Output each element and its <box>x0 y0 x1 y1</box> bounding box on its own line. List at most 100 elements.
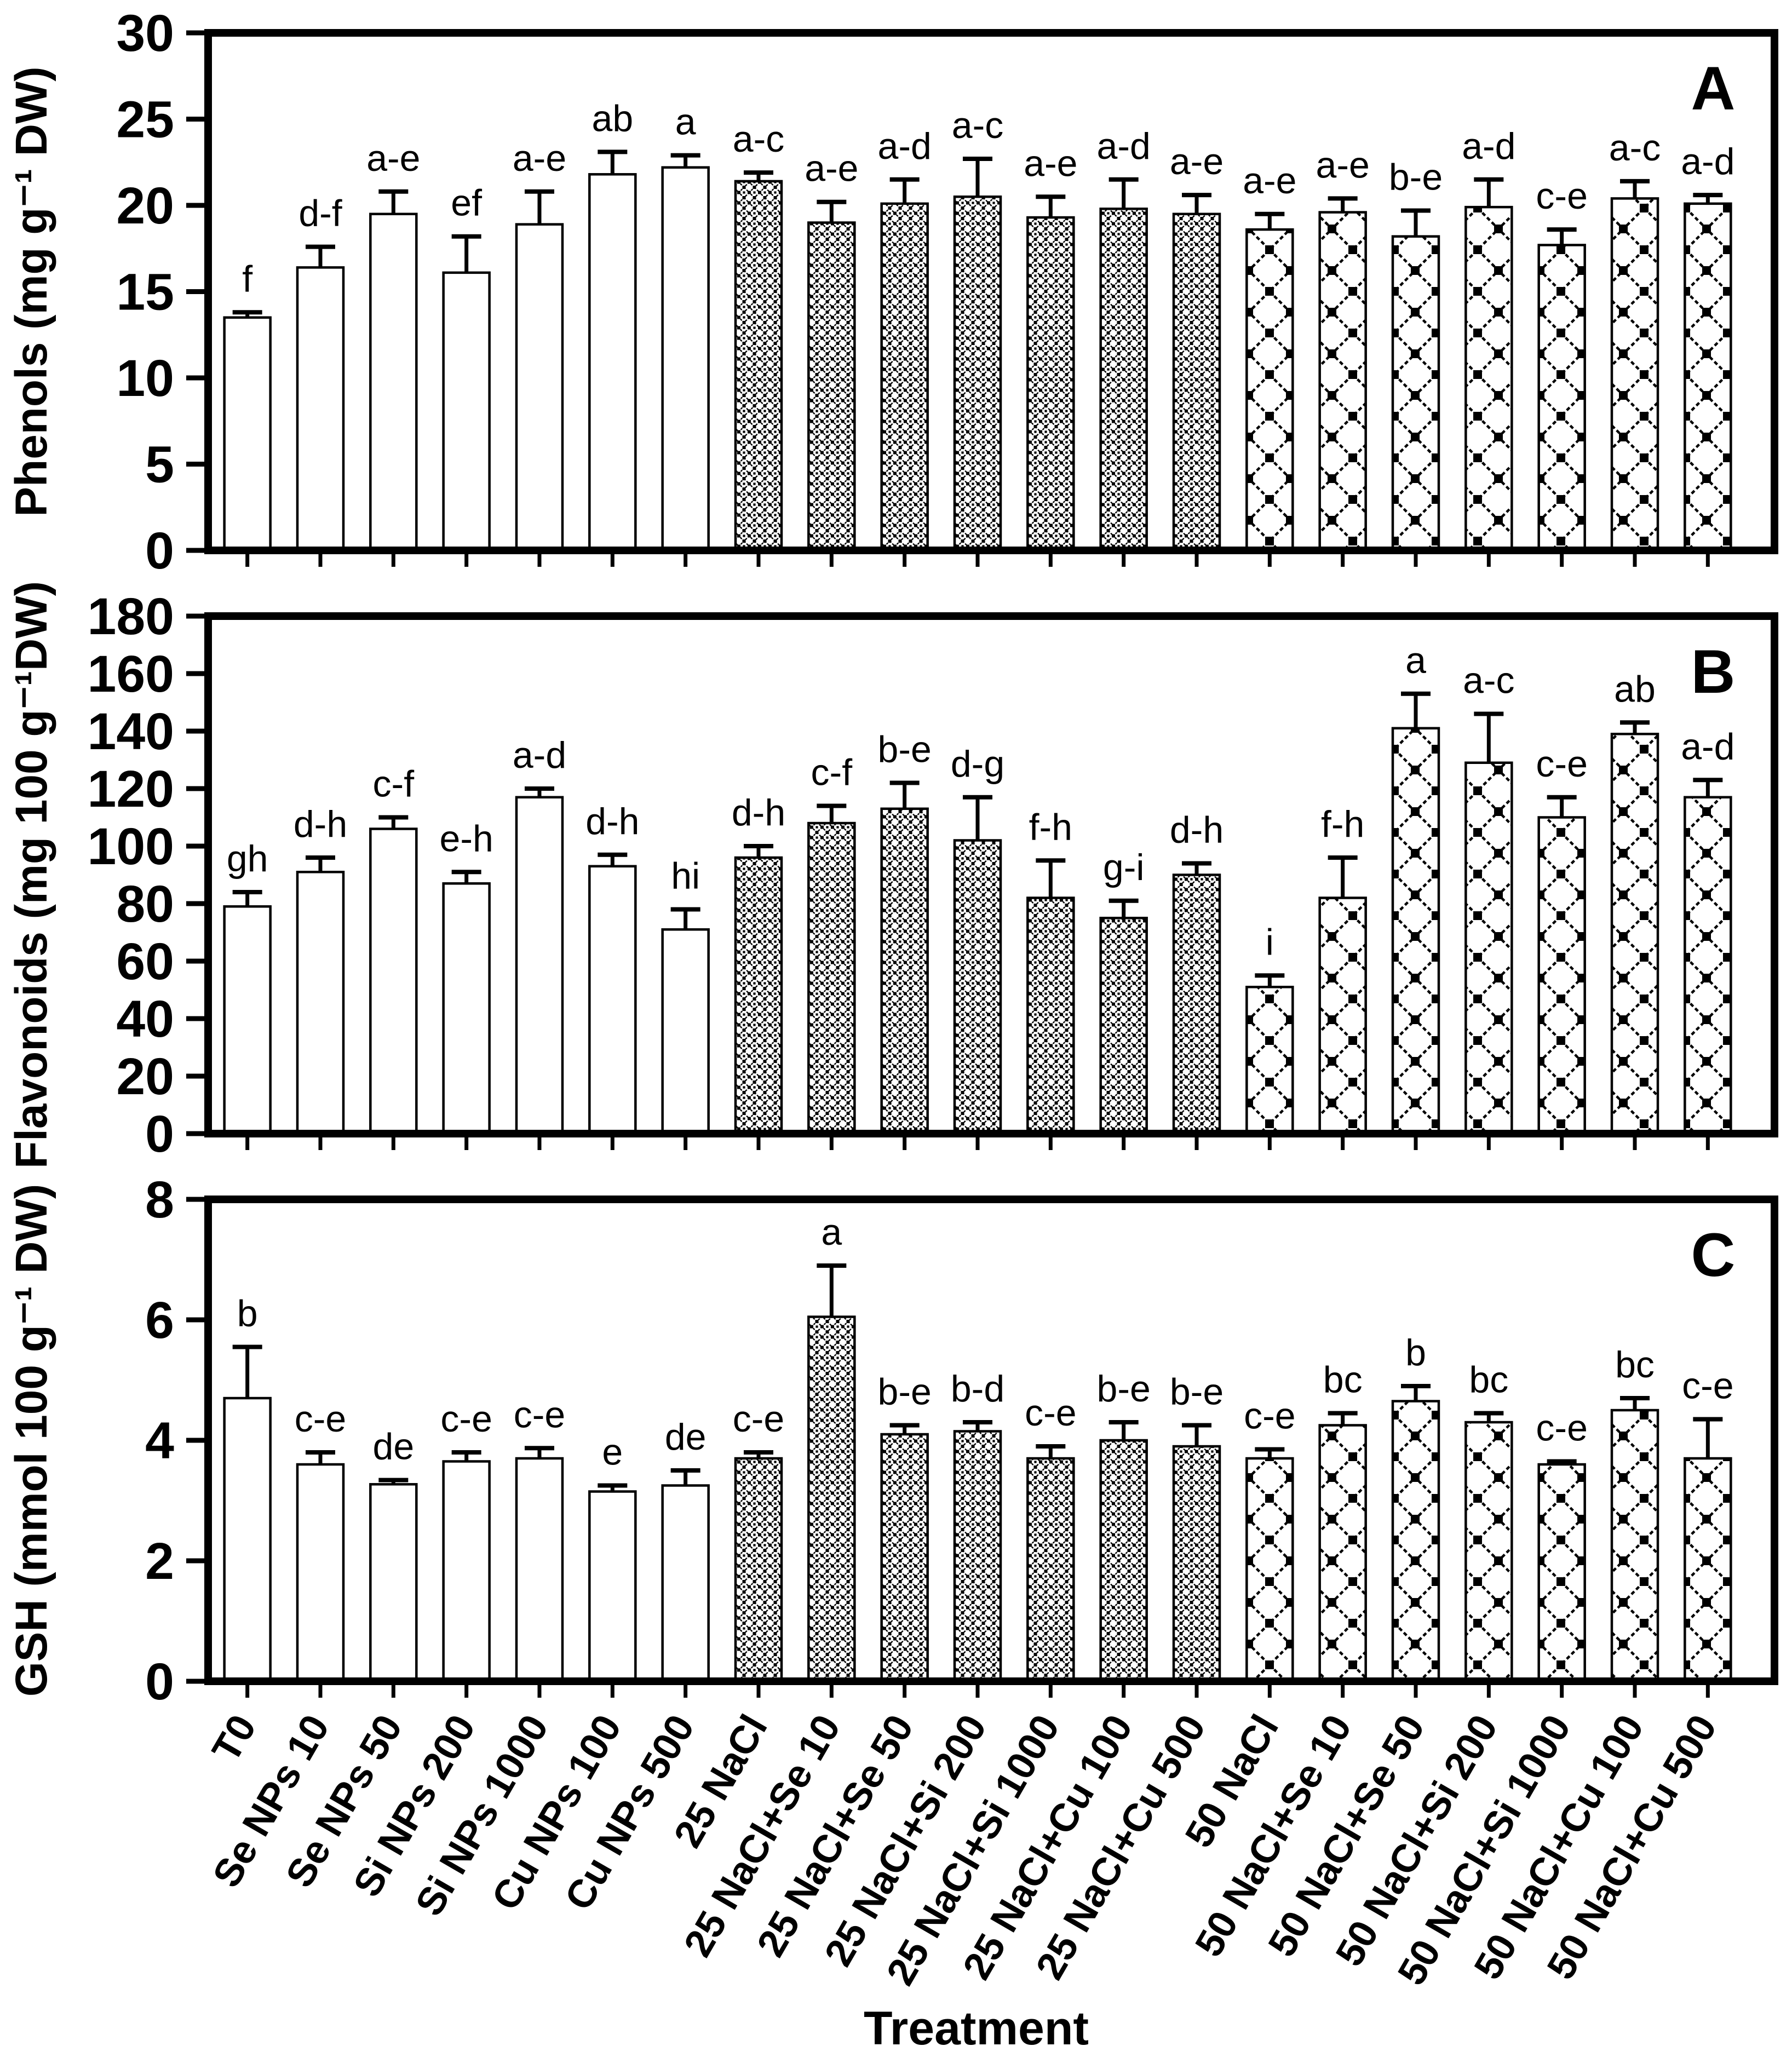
panel-B-label: B <box>1691 637 1736 706</box>
sig-letter-B-cu-nps-500: hi <box>671 855 700 897</box>
bar-C-50-nacl-cu-100 <box>1610 1409 1659 1683</box>
bar-B-25-nacl <box>734 856 783 1135</box>
sig-letter-A-si-nps-200: ef <box>451 182 482 224</box>
sig-letter-C-25-nacl-cu-100: b-e <box>1097 1368 1151 1410</box>
bar-A-50-nacl-cu-100 <box>1610 197 1659 552</box>
sig-letter-B-si-nps-200: e-h <box>440 818 493 859</box>
sig-letter-A-50-nacl-se-50: b-e <box>1389 156 1443 198</box>
sig-letter-C-25-nacl: c-e <box>733 1398 784 1440</box>
panel-A-frame <box>204 29 1778 554</box>
bar-A-si-nps-200 <box>442 271 491 552</box>
bar-B-25-nacl-si-1000 <box>1026 896 1075 1135</box>
bar-C-25-nacl-si-200 <box>953 1430 1002 1683</box>
sig-letter-B-50-nacl-se-10: f-h <box>1321 803 1364 845</box>
sig-letter-A-se-nps-10: d-f <box>298 193 342 234</box>
panel-C-ytick-label-8: 8 <box>145 1171 174 1229</box>
bar-C-25-nacl-se-50 <box>880 1433 929 1683</box>
sig-letter-C-50-nacl: c-e <box>1244 1395 1295 1437</box>
sig-letter-C-25-nacl-si-200: b-d <box>951 1368 1004 1410</box>
sig-letter-C-50-nacl-se-10: bc <box>1323 1359 1363 1401</box>
bar-C-cu-nps-500 <box>661 1484 710 1683</box>
bar-B-t0 <box>223 905 272 1135</box>
sig-letter-B-50-nacl-si-200: a-c <box>1463 660 1514 702</box>
bar-C-si-nps-200 <box>442 1460 491 1683</box>
sig-letter-A-50-nacl-se-10: a-e <box>1316 144 1370 186</box>
panel-A-label: A <box>1691 54 1736 123</box>
panel-A-ytick-label-10: 10 <box>116 349 174 407</box>
bar-B-50-nacl-si-1000 <box>1537 816 1586 1135</box>
sig-letter-C-se-nps-50: de <box>373 1426 415 1468</box>
bar-C-se-nps-50 <box>369 1483 418 1683</box>
sig-letter-C-si-nps-200: c-e <box>440 1398 492 1440</box>
sig-letter-C-50-nacl-cu-500: c-e <box>1682 1365 1733 1407</box>
panel-A-y-axis-label: Phenols (mg g⁻¹ DW) <box>7 66 56 516</box>
bar-C-50-nacl <box>1245 1457 1294 1683</box>
sig-letter-A-25-nacl-cu-100: a-d <box>1097 125 1151 167</box>
sig-letter-B-50-nacl-si-1000: c-e <box>1536 743 1587 785</box>
bar-A-se-nps-10 <box>296 266 345 552</box>
bar-C-25-nacl-cu-100 <box>1099 1439 1148 1683</box>
bar-B-25-nacl-se-50 <box>880 807 929 1135</box>
bar-B-25-nacl-cu-100 <box>1099 917 1148 1135</box>
bar-C-cu-nps-100 <box>588 1490 637 1683</box>
panel-B-ytick-label-80: 80 <box>116 875 174 933</box>
bar-C-25-nacl-se-10 <box>807 1315 856 1683</box>
bar-A-cu-nps-500 <box>661 166 710 552</box>
x-axis-title: Treatment <box>863 2002 1089 2055</box>
panel-A-ytick-label-0: 0 <box>145 522 174 580</box>
sig-letter-A-25-nacl: a-c <box>733 118 784 160</box>
bar-B-se-nps-10 <box>296 871 345 1135</box>
panel-A-ytick-label-30: 30 <box>116 4 174 62</box>
sig-letter-A-50-nacl-cu-500: a-d <box>1681 141 1734 182</box>
bar-A-cu-nps-100 <box>588 173 637 552</box>
bar-A-50-nacl-cu-500 <box>1684 202 1732 552</box>
bar-B-25-nacl-cu-500 <box>1172 873 1221 1135</box>
panel-C-ytick-label-2: 2 <box>145 1532 174 1590</box>
bar-A-25-nacl-si-200 <box>953 196 1002 552</box>
sig-letter-A-t0: f <box>242 258 252 300</box>
sig-letter-B-cu-nps-100: d-h <box>585 801 639 842</box>
panel-C-frame <box>204 1196 1778 1685</box>
sig-letter-A-25-nacl-se-50: a-d <box>878 125 932 167</box>
bar-C-t0 <box>223 1396 272 1683</box>
sig-letter-B-se-nps-10: d-h <box>294 803 347 845</box>
panel-B-ytick-label-140: 140 <box>87 703 174 761</box>
sig-letter-A-cu-nps-100: ab <box>592 97 634 139</box>
bar-B-50-nacl-si-200 <box>1464 761 1513 1135</box>
sig-letter-B-se-nps-50: c-f <box>373 763 415 805</box>
bar-C-50-nacl-se-50 <box>1391 1400 1440 1683</box>
x-tick-label-t0: T0 <box>204 1708 265 1769</box>
panel-C-ytick-label-6: 6 <box>145 1291 174 1349</box>
bar-C-50-nacl-si-200 <box>1464 1421 1513 1683</box>
bar-A-50-nacl-se-50 <box>1391 235 1440 552</box>
sig-letter-A-se-nps-50: a-e <box>366 137 420 179</box>
panel-B-ytick-label-160: 160 <box>87 645 174 703</box>
panel-B-ytick-label-20: 20 <box>116 1048 174 1106</box>
bar-B-si-nps-1000 <box>515 796 564 1135</box>
bar-B-25-nacl-si-200 <box>953 839 1002 1135</box>
sig-letter-B-t0: gh <box>227 838 268 880</box>
bar-C-se-nps-10 <box>296 1463 345 1683</box>
sig-letter-C-se-nps-10: c-e <box>295 1398 346 1440</box>
sig-letter-C-t0: b <box>237 1293 258 1335</box>
panel-B-frame <box>204 612 1778 1137</box>
sig-letter-B-si-nps-1000: a-d <box>513 734 566 776</box>
sig-letter-C-50-nacl-si-1000: c-e <box>1536 1407 1587 1449</box>
bar-B-cu-nps-100 <box>588 865 637 1135</box>
bar-C-50-nacl-si-1000 <box>1537 1463 1586 1683</box>
sig-letter-C-50-nacl-se-50: b <box>1405 1332 1426 1373</box>
sig-letter-A-25-nacl-si-1000: a-e <box>1024 142 1077 184</box>
sig-letter-C-50-nacl-cu-100: bc <box>1615 1344 1655 1386</box>
panel-B-ytick-label-40: 40 <box>116 990 174 1048</box>
bar-A-25-nacl-si-1000 <box>1026 216 1075 552</box>
bar-B-50-nacl-cu-500 <box>1684 796 1732 1135</box>
panel-B-ytick-label-120: 120 <box>87 760 174 818</box>
bar-A-25-nacl <box>734 180 783 552</box>
sig-letter-C-25-nacl-cu-500: b-e <box>1170 1371 1224 1413</box>
sig-letter-B-50-nacl: i <box>1266 921 1274 963</box>
bar-C-25-nacl <box>734 1457 783 1683</box>
